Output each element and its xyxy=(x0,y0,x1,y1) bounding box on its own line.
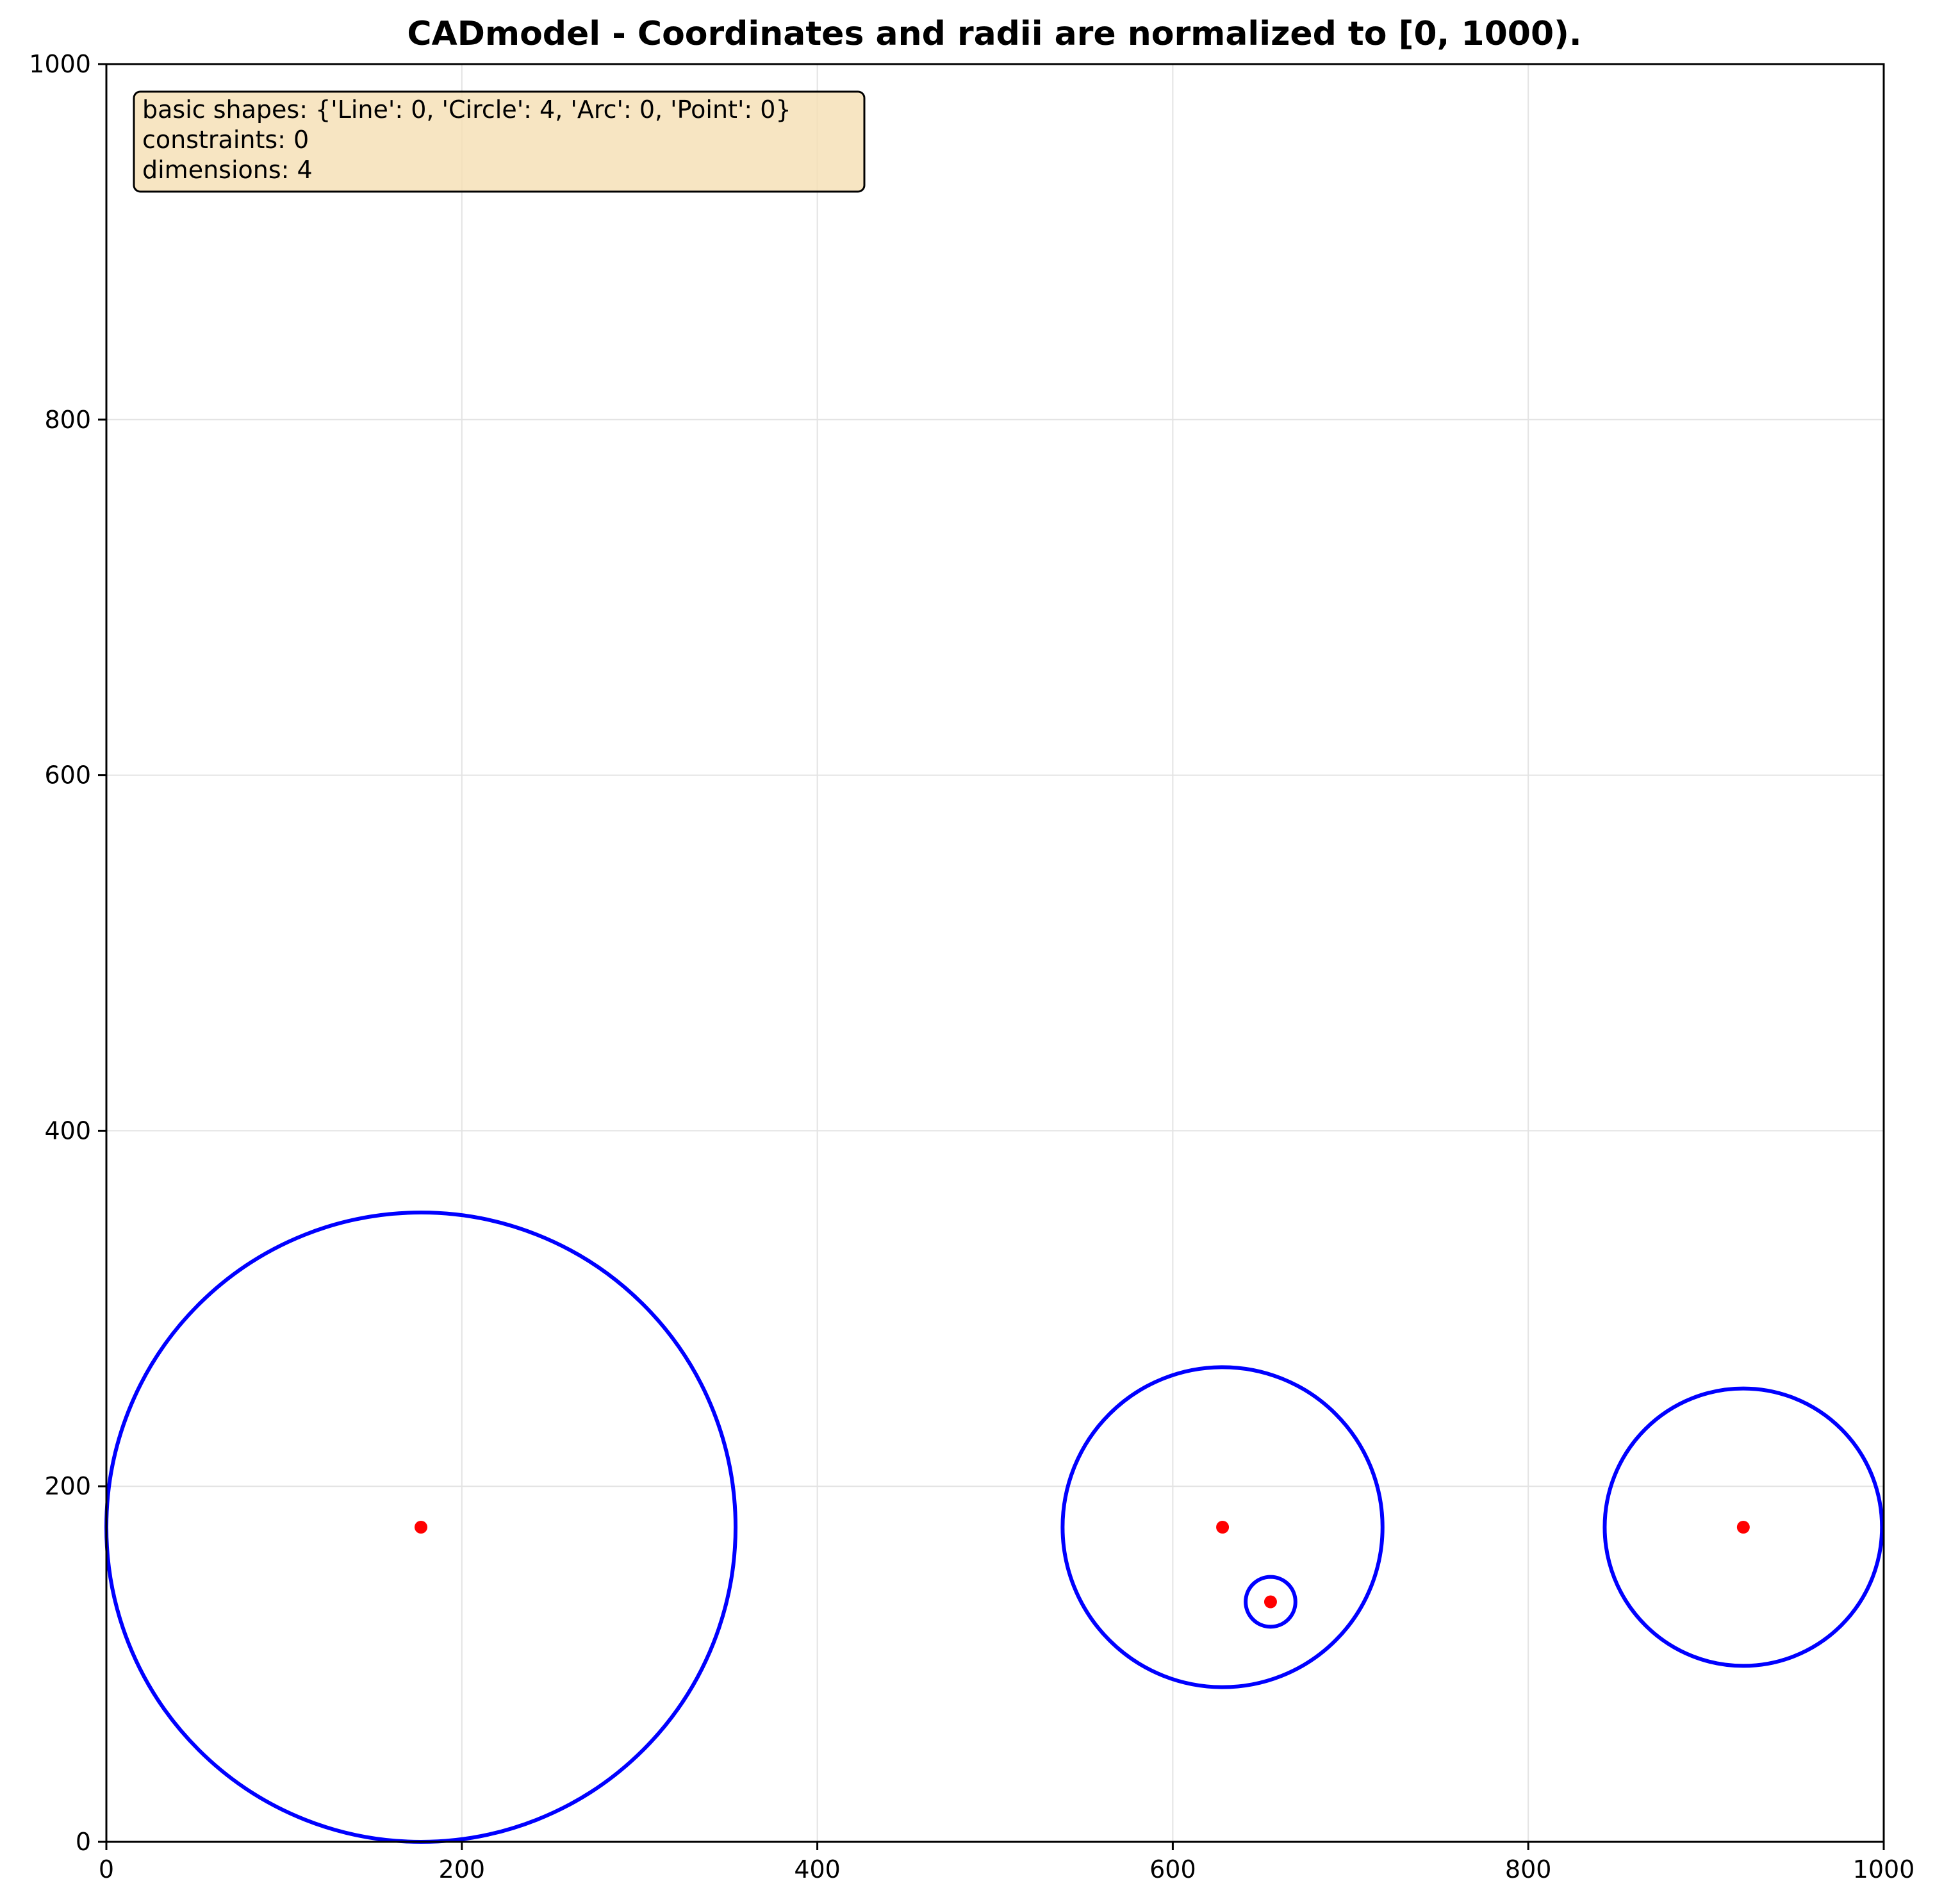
info-line-constraints: constraints: 0 xyxy=(142,126,309,154)
x-tick-label-1000: 1000 xyxy=(1853,1855,1915,1883)
y-tick-label-1000: 1000 xyxy=(29,50,91,78)
x-tick-label-800: 800 xyxy=(1505,1855,1552,1883)
y-tick-label-200: 200 xyxy=(44,1472,91,1500)
circle-shape-4 xyxy=(1602,1386,1884,1668)
y-tick-label-600: 600 xyxy=(44,761,91,790)
y-tick-label-0: 0 xyxy=(76,1828,91,1856)
center-point-1 xyxy=(414,1521,427,1534)
x-tick-label-400: 400 xyxy=(794,1855,841,1883)
info-box-background xyxy=(133,90,866,193)
center-point-3 xyxy=(1264,1595,1277,1609)
plot-area-frame xyxy=(105,63,1885,1843)
info-box: basic shapes: {'Line': 0, 'Circle': 4, '… xyxy=(133,90,866,193)
info-line-basic-shapes: basic shapes: {'Line': 0, 'Circle': 4, '… xyxy=(142,95,791,124)
center-point-2 xyxy=(1216,1521,1230,1534)
x-tick-label-200: 200 xyxy=(439,1855,486,1883)
circle-shape-2 xyxy=(1060,1365,1385,1689)
circle-shape-3 xyxy=(1244,1575,1297,1629)
info-line-dimensions: dimensions: 4 xyxy=(142,156,313,184)
x-tick-label-600: 600 xyxy=(1149,1855,1196,1883)
x-tick-label-0: 0 xyxy=(99,1855,114,1883)
center-point-4 xyxy=(1736,1521,1750,1534)
y-tick-label-400: 400 xyxy=(44,1116,91,1145)
axis-ticks: 0 200 400 600 800 1000 0 200 400 600 800 1000 xyxy=(29,50,1914,1883)
chart-title: CADmodel - Coordinates and radii are nor… xyxy=(407,15,1581,53)
y-tick-label-800: 800 xyxy=(44,406,91,434)
